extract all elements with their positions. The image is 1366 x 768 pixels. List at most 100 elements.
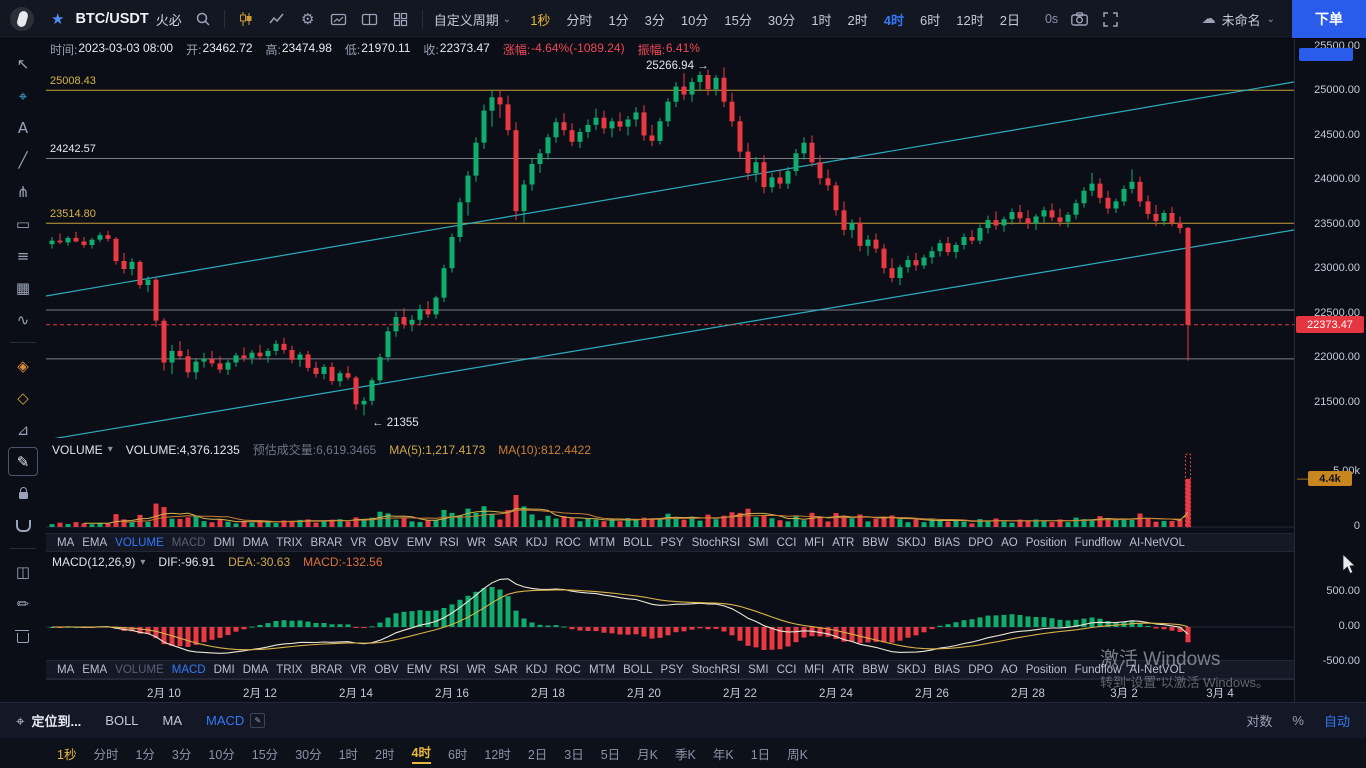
indicator-tab-cci[interactable]: CCI	[776, 536, 797, 549]
indicator-tab-kdj[interactable]: KDJ	[525, 536, 548, 549]
rectangle-tool-icon[interactable]: ▭	[15, 214, 31, 233]
indicator-tab-ema[interactable]: EMA	[82, 536, 108, 549]
indicator-tab-skdj[interactable]: SKDJ	[896, 536, 926, 549]
indicator-tab-ma[interactable]: MA	[57, 536, 75, 549]
pattern-tool-icon[interactable]: ◈	[17, 356, 29, 375]
indicator-tab-smi[interactable]: SMI	[748, 536, 769, 549]
huobi-logo-icon[interactable]	[10, 7, 34, 31]
volume-chart[interactable]	[46, 438, 1294, 533]
indicator-tab-mfi[interactable]: MFI	[804, 536, 825, 549]
timeframe-item[interactable]: 6时	[920, 12, 941, 28]
symbol-title[interactable]: BTC/USDT	[75, 11, 149, 27]
settings-gear-icon[interactable]: ⚙	[301, 10, 315, 28]
bottom-timeframe-item[interactable]: 15分	[251, 747, 279, 762]
indicator-tab-dma[interactable]: DMA	[242, 663, 269, 676]
bottom-timeframe-item[interactable]: 2日	[527, 747, 548, 762]
bottom-timeframe-item[interactable]: 月K	[637, 747, 659, 762]
bottom-timeframe-item[interactable]: 季K	[675, 747, 696, 762]
indicator-tab-trix[interactable]: TRIX	[276, 663, 303, 676]
timeframe-item[interactable]: 4时	[883, 12, 905, 28]
indicator-tab-emv[interactable]: EMV	[406, 663, 432, 676]
bottom-timeframe-item[interactable]: 12时	[484, 747, 511, 762]
indicator-tab-kdj[interactable]: KDJ	[525, 663, 548, 676]
timeframe-item[interactable]: 1时	[811, 12, 832, 28]
layers-tool-icon[interactable]: ◫	[15, 562, 31, 581]
timeframe-item[interactable]: 30分	[767, 12, 796, 28]
indicator-tab-ao[interactable]: AO	[1001, 663, 1018, 676]
gann-tool-icon[interactable]: ▦	[15, 278, 31, 297]
edit-tool-icon[interactable]: ✏	[16, 594, 30, 613]
bottom-timeframe-item[interactable]: 30分	[295, 747, 322, 762]
timeframe-item[interactable]: 10分	[680, 12, 709, 28]
timeframe-item[interactable]: 1秒	[530, 12, 551, 28]
pitchfork-tool-icon[interactable]: ⋔	[16, 182, 30, 201]
bottom-timeframe-item[interactable]: 4时	[411, 742, 431, 764]
indicator-tab-mtm[interactable]: MTM	[588, 663, 616, 676]
timeframe-item[interactable]: 1分	[608, 12, 629, 28]
indicator-tab-emv[interactable]: EMV	[406, 536, 432, 549]
percent-scale-button[interactable]: %	[1292, 713, 1304, 728]
indicator-tab-ma[interactable]: MA	[57, 663, 75, 676]
bottom-timeframe-item[interactable]: 1秒	[57, 747, 77, 762]
bottom-timeframe-item[interactable]: 周K	[787, 747, 808, 762]
auto-scale-button[interactable]: 自动	[1323, 714, 1350, 729]
indicator-tab-fundflow[interactable]: Fundflow	[1074, 536, 1122, 549]
split-window-icon[interactable]	[360, 9, 380, 29]
indicator-tab-trix[interactable]: TRIX	[276, 536, 303, 549]
indicator-tab-bbw[interactable]: BBW	[862, 536, 889, 549]
trash-tool-icon[interactable]	[8, 621, 38, 650]
timeframe-item[interactable]: 12时	[956, 12, 984, 28]
indicator-tab-rsi[interactable]: RSI	[439, 536, 459, 549]
macd-info-name[interactable]: MACD(12,26,9)	[52, 555, 136, 569]
indicator-tab-skdj[interactable]: SKDJ	[896, 663, 926, 676]
indicator-tab-wr[interactable]: WR	[466, 536, 486, 549]
favorite-star-icon[interactable]: ★	[51, 11, 65, 28]
indicator-tab-brar[interactable]: BRAR	[310, 663, 343, 676]
text-tool-icon[interactable]: A	[17, 118, 29, 137]
indicator-tab-stochrsi[interactable]: StochRSI	[691, 536, 741, 549]
price-axis[interactable]: 25500.00 25000.00 24500.00 24000.00 23500.00…	[1294, 38, 1366, 702]
indicator-tab-ao[interactable]: AO	[1001, 536, 1018, 549]
indicator-tab-dma[interactable]: DMA	[242, 536, 269, 549]
indicator-tab-ema[interactable]: EMA	[82, 663, 108, 676]
indicator-tab-mfi[interactable]: MFI	[804, 663, 825, 676]
indicator-tab-atr[interactable]: ATR	[832, 536, 855, 549]
bottom-timeframe-item[interactable]: 2时	[375, 747, 395, 762]
indicator-shortcut-ma[interactable]: MA	[162, 713, 183, 728]
timeframe-item[interactable]: 分时	[566, 12, 593, 28]
indicator-tab-bias[interactable]: BIAS	[933, 536, 961, 549]
search-icon[interactable]	[193, 9, 213, 29]
indicator-tab-smi[interactable]: SMI	[748, 663, 769, 676]
indicator-tab-atr[interactable]: ATR	[832, 663, 855, 676]
indicator-tab-volume[interactable]: VOLUME	[115, 536, 164, 549]
indicator-tab-fundflow[interactable]: Fundflow	[1074, 663, 1122, 676]
crosshair-tool-icon[interactable]: ⌖	[18, 86, 28, 105]
indicator-tab-sar[interactable]: SAR	[493, 663, 518, 676]
order-button[interactable]: 下单	[1292, 0, 1366, 38]
indicator-tab-position[interactable]: Position	[1025, 536, 1067, 549]
bottom-timeframe-item[interactable]: 年K	[712, 747, 734, 762]
compare-chart-icon[interactable]	[329, 9, 349, 29]
bottom-timeframe-item[interactable]: 3日	[564, 747, 584, 762]
indicator-tab-wr[interactable]: WR	[466, 663, 486, 676]
candle-type-icon[interactable]	[236, 9, 256, 29]
indicator-icon[interactable]	[267, 9, 287, 29]
bottom-timeframe-item[interactable]: 分时	[93, 747, 119, 762]
bottom-timeframe-item[interactable]: 1时	[338, 747, 359, 762]
date-axis[interactable]: 2月 10 2月 12 2月 14 2月 16 2月 18 2月 20 2月 22 2月 24…	[46, 679, 1294, 703]
bottom-timeframe-item[interactable]: 6时	[447, 747, 468, 762]
indicator-tab-ai-netvol[interactable]: AI-NetVOL	[1129, 536, 1185, 549]
bottom-timeframe-item[interactable]: 3分	[171, 747, 192, 762]
indicator-shortcut-boll[interactable]: BOLL	[105, 713, 139, 728]
locate-button[interactable]: ⌖ 定位到...	[16, 711, 82, 730]
indicator-tab-bbw[interactable]: BBW	[862, 663, 889, 676]
indicator-tab-ai-netvol[interactable]: AI-NetVOL	[1129, 663, 1185, 676]
indicator-tab-dpo[interactable]: DPO	[968, 663, 994, 676]
indicator-tab-position[interactable]: Position	[1025, 663, 1067, 676]
macd-chart[interactable]	[46, 552, 1294, 660]
indicator-tab-boll[interactable]: BOLL	[623, 536, 653, 549]
indicator-tab-volume[interactable]: VOLUME	[115, 663, 164, 676]
indicator-tab-stochrsi[interactable]: StochRSI	[691, 663, 741, 676]
indicator-tab-dmi[interactable]: DMI	[213, 663, 235, 676]
indicator-tab-rsi[interactable]: RSI	[439, 663, 459, 676]
